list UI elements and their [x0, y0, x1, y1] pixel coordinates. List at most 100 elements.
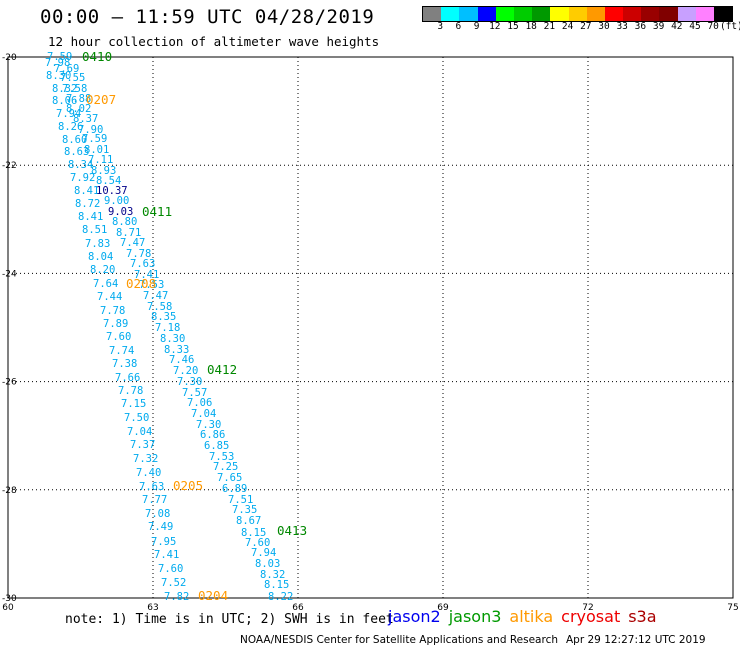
wave-height-label: 10.37	[96, 185, 128, 197]
wave-height-label: 7.30	[177, 376, 202, 388]
wave-height-label: 7.64	[93, 278, 118, 290]
wave-height-label: 8.15	[241, 527, 266, 539]
wave-height-label: 8.06	[52, 95, 77, 107]
wave-height-label: 7.92	[70, 172, 95, 184]
color-swatch	[495, 7, 514, 21]
wave-height-label: 7.50	[124, 412, 149, 424]
color-swatch	[623, 7, 642, 21]
wave-height-label: 7.59	[82, 133, 107, 145]
color-scale-label: 42	[671, 21, 683, 32]
longitude-tick-label: 60	[2, 603, 14, 613]
wave-height-label: 7.94	[56, 108, 81, 120]
color-swatch	[568, 7, 587, 21]
wave-height-label: 9.03	[108, 206, 133, 218]
wave-height-label: 8.33	[164, 344, 189, 356]
wave-height-label: 8.22	[268, 591, 293, 603]
color-swatch	[423, 7, 442, 21]
legend-jason2: jason2	[388, 607, 441, 626]
color-scale-label: 6	[455, 21, 462, 32]
wave-height-label: 7.90	[78, 124, 103, 136]
wave-height-label: 7.88	[66, 93, 91, 105]
pass-time-label: 0411	[142, 204, 172, 219]
color-swatch	[532, 7, 551, 21]
longitude-tick-label: 72	[582, 603, 593, 613]
wave-height-label: 8.37	[73, 113, 98, 125]
wave-height-label: 8.35	[151, 311, 176, 323]
wave-height-label: 8.72	[75, 198, 100, 210]
wave-height-label: 8.15	[264, 579, 289, 591]
color-scale-label: 21	[543, 21, 556, 32]
color-swatch	[695, 7, 714, 21]
pass-time-label: 0207	[86, 92, 116, 107]
color-scale-bar	[422, 6, 734, 22]
wave-height-label: 7.49	[148, 521, 173, 533]
wave-height-label: 7.60	[158, 563, 183, 575]
color-scale-label: (ft)	[719, 21, 740, 32]
color-swatch	[459, 7, 478, 21]
wave-height-label: 7.89	[103, 318, 128, 330]
wave-height-label: 8.32	[260, 569, 285, 581]
wave-height-label: 7.58	[62, 83, 87, 95]
wave-height-label: 8.41	[74, 185, 99, 197]
units-note: note: 1) Time is in UTC; 2) SWH is in fe…	[65, 612, 394, 627]
longitude-tick-label: 63	[147, 603, 158, 613]
latitude-tick-label: -26	[2, 378, 17, 388]
wave-height-label: 8.60	[62, 134, 87, 146]
wave-height-label: 8.80	[112, 216, 137, 228]
axis-ticks: 60 63 66 69 72 75 -20 -22 -24 -26 -28 -30	[2, 53, 739, 613]
wave-height-label: 6.86	[200, 429, 225, 441]
wave-height-label: 8.30	[160, 333, 185, 345]
legend-altika: altika	[509, 607, 554, 626]
legend-jason3: jason3	[448, 607, 502, 626]
wave-height-label: 7.37	[130, 439, 155, 451]
wave-height-label: 7.82	[164, 591, 189, 603]
latitude-tick-label: -24	[2, 269, 17, 279]
wave-height-label: 7.53	[209, 451, 234, 463]
color-swatch	[513, 7, 533, 21]
wave-height-label: 7.30	[196, 419, 221, 431]
latitude-tick-label: -28	[2, 486, 17, 496]
color-swatch	[586, 7, 605, 21]
color-swatch	[714, 7, 733, 21]
wave-height-label: 6.85	[204, 440, 229, 452]
color-scale-label: 45	[689, 21, 701, 32]
wave-height-label: 7.60	[245, 537, 270, 549]
longitude-tick-label: 75	[727, 603, 738, 613]
wave-height-label: 7.51	[228, 494, 253, 506]
wave-height-label: 9.00	[104, 195, 129, 207]
color-scale-label: 36	[634, 21, 647, 32]
wave-height-label: 7.57	[182, 387, 207, 399]
wave-height-label: 7.55	[60, 72, 85, 84]
wave-height-label: 8.01	[84, 144, 109, 156]
wave-height-label: 7.41	[134, 269, 159, 281]
wave-height-label: 7.47	[143, 290, 168, 302]
pass-time-label: 0410	[82, 49, 112, 64]
pass-time-label: 0412	[207, 362, 237, 377]
observation-labels: 7.597.987.698.307.558.327.588.067.888.02…	[45, 49, 307, 603]
color-swatch	[441, 7, 460, 21]
wave-height-label: 7.63	[139, 481, 164, 493]
wave-height-label: 8.54	[96, 175, 121, 187]
color-scale-label: 12	[489, 21, 501, 32]
latitude-tick-label: -30	[2, 594, 17, 604]
color-scale-label: 9	[473, 21, 480, 32]
wave-height-label: 7.78	[118, 385, 143, 397]
wave-height-label: 7.69	[54, 63, 79, 75]
wave-height-label: 7.18	[155, 322, 180, 334]
color-scale-label: 24	[561, 21, 574, 32]
wave-height-label: 8.67	[236, 515, 261, 527]
wave-height-label: 7.59	[47, 51, 72, 63]
wave-height-label: 8.63	[64, 146, 89, 158]
wave-height-label: 7.98	[45, 57, 70, 69]
wave-height-label: 7.95	[151, 536, 176, 548]
color-scale-label: 15	[507, 21, 519, 32]
pass-time-label: 0413	[277, 523, 307, 538]
wave-height-label: 8.30	[46, 70, 71, 82]
wave-height-label: 7.74	[109, 345, 134, 357]
wave-height-label: 7.41	[154, 549, 179, 561]
color-scale-label: 39	[652, 21, 665, 32]
wave-height-label: 7.15	[121, 398, 146, 410]
color-scale-label: 3	[437, 21, 444, 32]
longitude-tick-label: 66	[292, 603, 304, 613]
